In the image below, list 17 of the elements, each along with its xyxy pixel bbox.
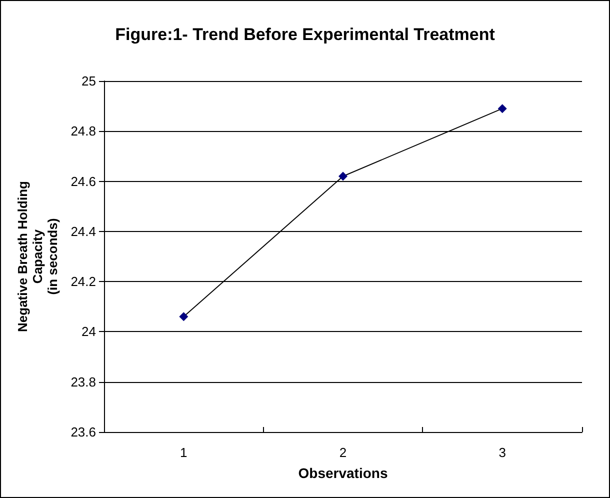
y-tick-label: 24 <box>82 324 96 340</box>
point <box>338 172 348 181</box>
x-axis-title: Observations <box>298 465 388 481</box>
chart-title: Figure:1- Trend Before Experimental Treatment <box>115 25 496 44</box>
x-tick-label: 3 <box>498 445 506 460</box>
y-tick-label: 24.8 <box>70 124 96 139</box>
y-tick-label: 24.2 <box>70 274 96 290</box>
point <box>498 104 507 114</box>
y-tick-label: 24.4 <box>70 224 96 239</box>
y-tick-label: 24.6 <box>70 174 96 189</box>
point <box>179 312 188 322</box>
x-tick-label: 1 <box>180 445 188 460</box>
y-axis-title: Negative Breath Holding Capacity (in seconds) <box>14 180 60 332</box>
x-tick-label: 2 <box>339 445 347 460</box>
y-tick-label: 23.6 <box>70 424 96 440</box>
y-tick-label: 23.8 <box>70 374 96 390</box>
y-tick-label: 25 <box>82 74 96 88</box>
